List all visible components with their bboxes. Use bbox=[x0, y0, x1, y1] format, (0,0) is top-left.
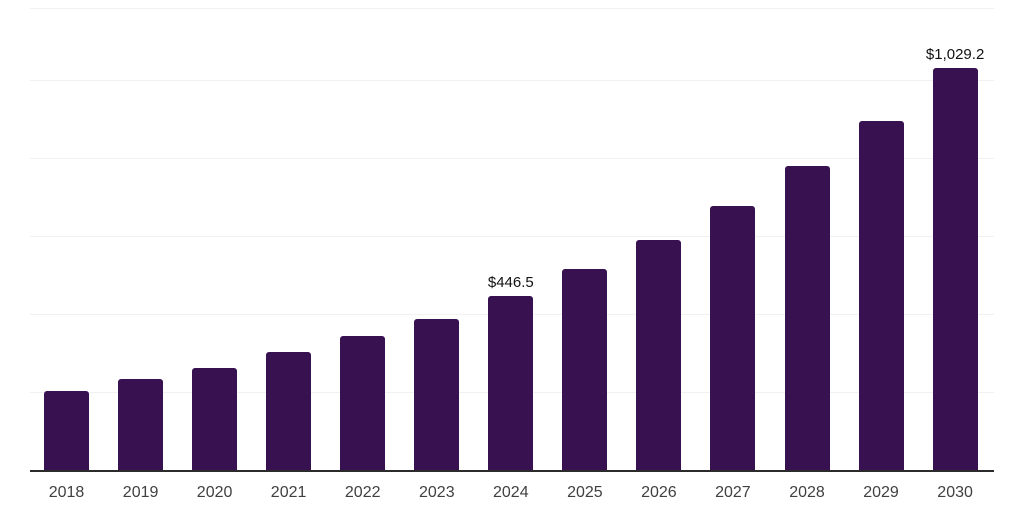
bar-2026[interactable] bbox=[636, 239, 682, 470]
data-label-2024: $446.5 bbox=[487, 273, 534, 291]
bar-2021[interactable] bbox=[266, 352, 312, 470]
bar-2023[interactable] bbox=[414, 318, 460, 470]
gridline-600 bbox=[30, 235, 994, 237]
bar-2018[interactable] bbox=[44, 390, 89, 470]
x-tick-2027: 2027 bbox=[715, 484, 751, 501]
x-tick-2030: 2030 bbox=[937, 484, 973, 501]
bar-2020[interactable] bbox=[192, 367, 238, 470]
x-tick-2023: 2023 bbox=[419, 484, 455, 501]
x-tick-2029: 2029 bbox=[863, 484, 899, 501]
bar-2022[interactable] bbox=[340, 336, 386, 470]
bar-2029[interactable] bbox=[858, 120, 904, 470]
x-tick-2028: 2028 bbox=[789, 484, 825, 501]
gridline-1000 bbox=[30, 79, 994, 81]
bar-2028[interactable] bbox=[784, 165, 830, 470]
gridline-800 bbox=[30, 157, 994, 159]
bar-2027[interactable] bbox=[710, 205, 756, 470]
bar-2030[interactable] bbox=[932, 68, 978, 470]
data-label-2030: $1,029.2 bbox=[925, 46, 985, 64]
x-tick-2018: 2018 bbox=[48, 484, 85, 501]
x-tick-2019: 2019 bbox=[122, 484, 159, 501]
bar-2024[interactable] bbox=[488, 295, 534, 470]
x-tick-2020: 2020 bbox=[196, 484, 233, 501]
x-tick-2024: 2024 bbox=[493, 484, 529, 501]
plot-top-border bbox=[30, 8, 994, 9]
bar-2025[interactable] bbox=[562, 269, 608, 470]
bar-2019[interactable] bbox=[118, 378, 164, 470]
x-tick-2021: 2021 bbox=[270, 484, 307, 501]
x-tick-2026: 2026 bbox=[641, 484, 677, 501]
x-axis-line bbox=[30, 470, 994, 472]
x-tick-2022: 2022 bbox=[344, 484, 381, 501]
x-tick-2025: 2025 bbox=[567, 484, 603, 501]
